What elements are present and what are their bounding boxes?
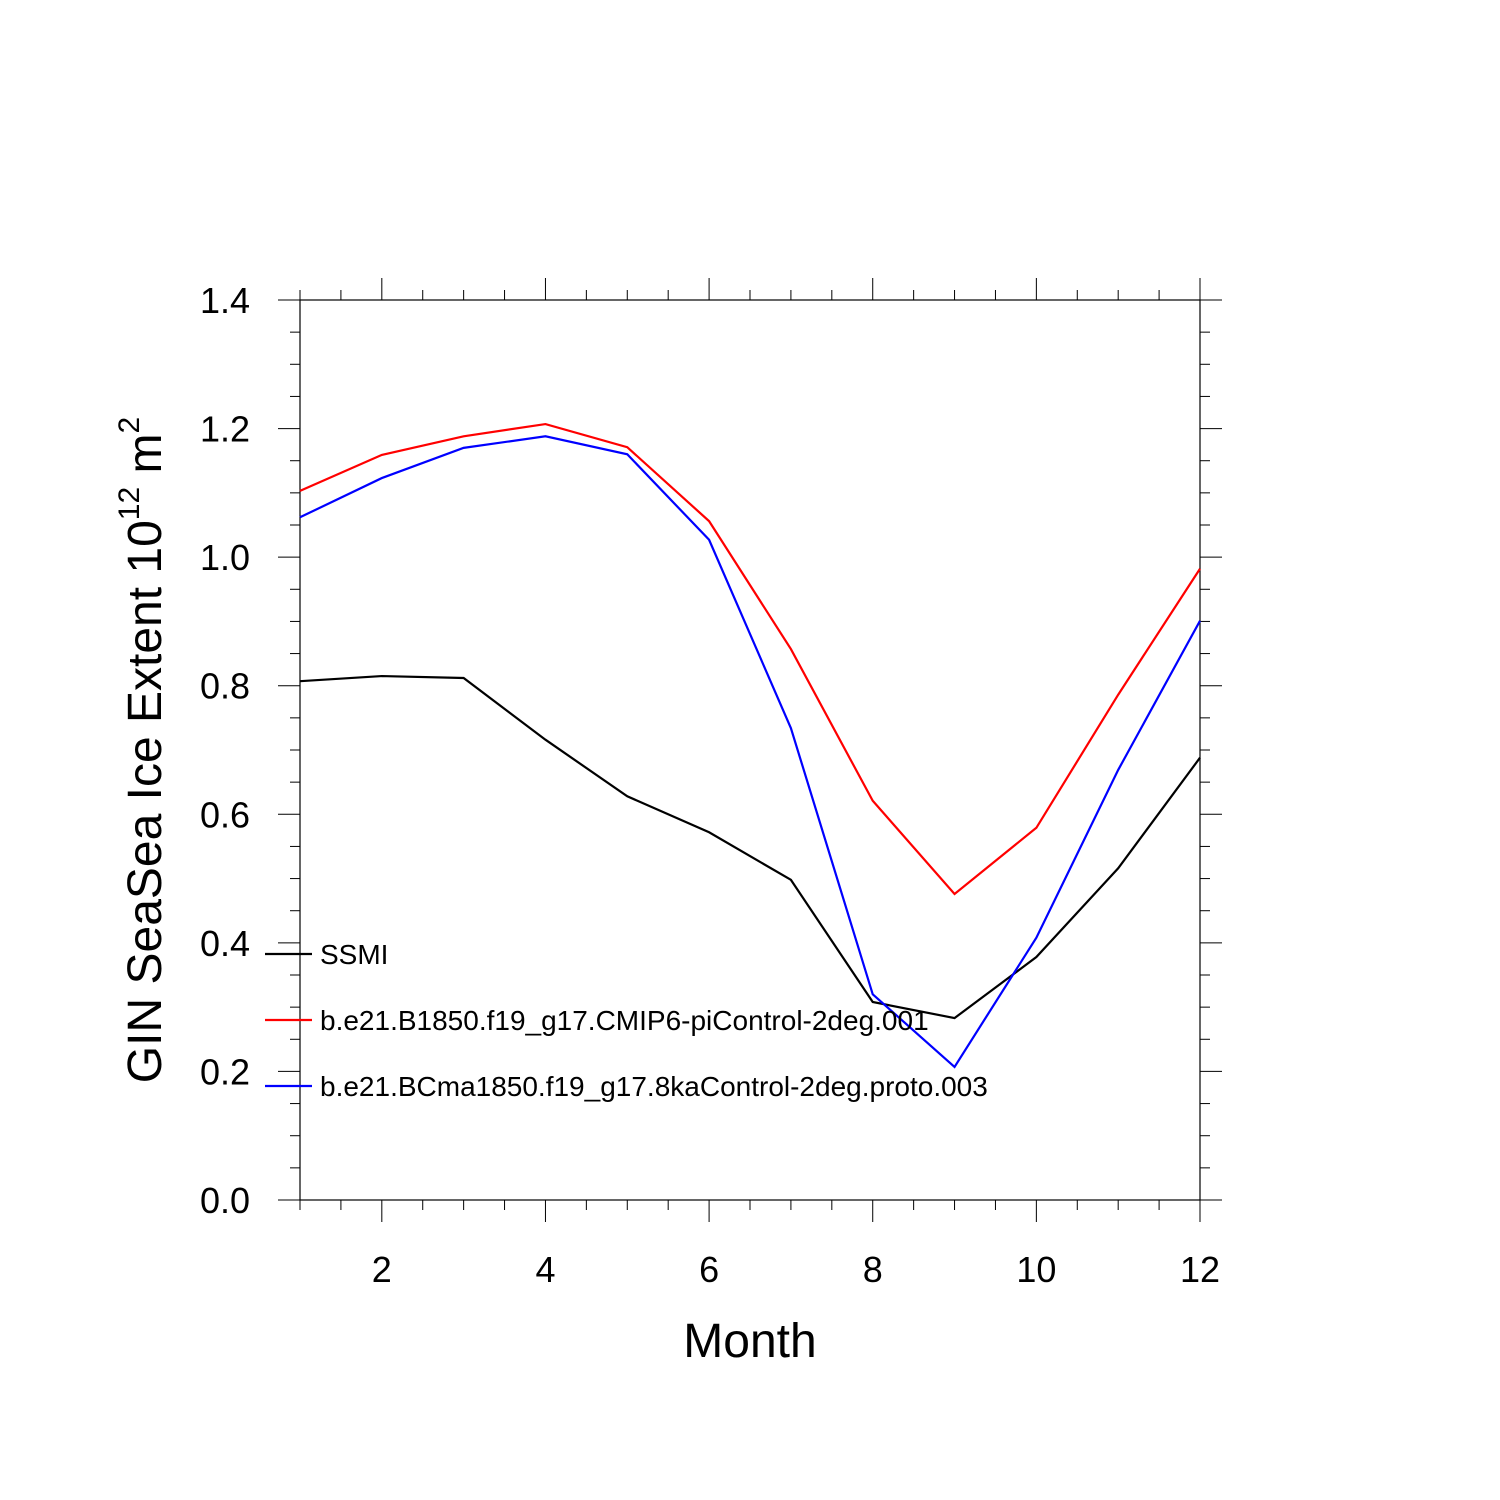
x-tick-label: 10 (1016, 1249, 1056, 1290)
y-axis-label-main: GIN SeaSea Ice Extent 10 (119, 520, 172, 1083)
legend-label: b.e21.B1850.f19_g17.CMIP6-piControl-2deg… (320, 1005, 929, 1036)
series-lines (299, 422, 1201, 1069)
y-axis-label-unit: m (119, 433, 172, 486)
x-tick-label: 6 (699, 1249, 719, 1290)
y-tick-labels: 0.0 0.2 0.4 0.6 0.8 1.0 1.2 1.4 (200, 280, 250, 1221)
series-line-1 (299, 422, 1201, 896)
legend-label: SSMI (320, 939, 388, 970)
legend: SSMI b.e21.B1850.f19_g17.CMIP6-piControl-… (265, 939, 988, 1102)
y-tick-label: 0.4 (200, 923, 250, 964)
y-axis-label-exp1: 12 (113, 487, 146, 520)
y-tick-label: 0.2 (200, 1051, 250, 1092)
x-axis-label: Month (683, 1315, 816, 1368)
y-tick-label: 1.4 (200, 280, 250, 321)
y-tick-label: 0.6 (200, 794, 250, 835)
x-tick-label: 2 (372, 1249, 392, 1290)
x-tick-label: 8 (863, 1249, 883, 1290)
y-tick-label: 1.0 (200, 537, 250, 578)
x-tick-labels: 2 4 6 8 10 12 (372, 1249, 1220, 1290)
series-line-2 (299, 435, 1201, 1069)
y-tick-label: 1.2 (200, 409, 250, 450)
x-tick-label: 12 (1180, 1249, 1220, 1290)
x-tick-label: 4 (535, 1249, 555, 1290)
legend-label: b.e21.BCma1850.f19_g17.8kaControl-2deg.p… (320, 1071, 988, 1102)
y-axis-label: GIN SeaSea Ice Extent 1012 m2 (113, 417, 172, 1083)
y-tick-label: 0.8 (200, 666, 250, 707)
series-line-0 (299, 674, 1201, 1020)
axis-ticks (278, 278, 1222, 1222)
y-tick-label: 0.0 (200, 1180, 250, 1221)
plot-frame (299, 299, 1201, 1201)
y-axis-label-exp2: 2 (113, 417, 146, 434)
